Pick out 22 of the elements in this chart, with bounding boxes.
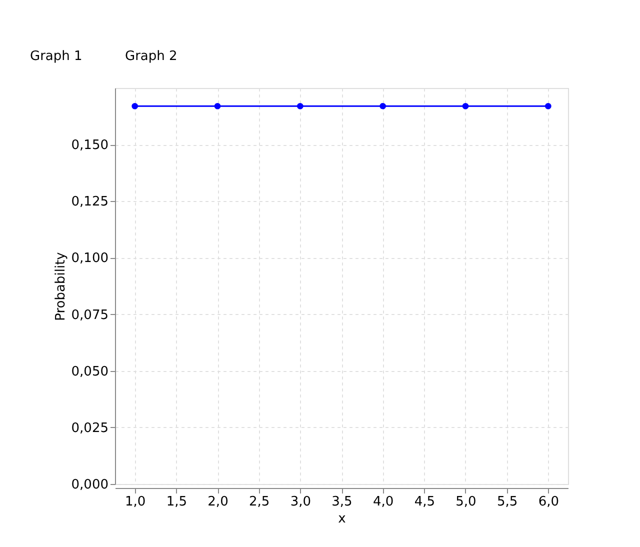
y-tick-label: 0,050 [71, 364, 108, 380]
y-tick-label: 0,100 [71, 251, 108, 266]
x-tick-label: 1,5 [166, 494, 188, 510]
x-tick-label: 3,0 [290, 494, 312, 510]
x-tick-label: 2,5 [248, 494, 270, 510]
caption: Graph 1 [30, 49, 82, 64]
x-tick-label: 2,0 [208, 494, 228, 510]
y-tick-label: 0,075 [71, 308, 108, 323]
y-tick-label: 0,025 [71, 420, 108, 436]
y-tick-label: 0,125 [71, 194, 108, 210]
caption: Graph 2 [125, 49, 178, 64]
x-tick-label: 4,5 [414, 494, 436, 510]
x-tick-label: 5,5 [496, 494, 518, 510]
x-tick-label: 5,0 [456, 494, 476, 510]
x-tick-label: 3,5 [332, 494, 352, 510]
x-tick-label: 4,0 [372, 494, 394, 510]
x-tick-label: 6,0 [538, 494, 560, 510]
x-axis-title: x [338, 512, 346, 526]
y-axis-title: Probability [53, 252, 68, 321]
y-tick-label: 0,150 [71, 138, 108, 154]
y-tick-label: 0,000 [71, 478, 108, 492]
x-tick-label: 1,0 [124, 494, 146, 510]
